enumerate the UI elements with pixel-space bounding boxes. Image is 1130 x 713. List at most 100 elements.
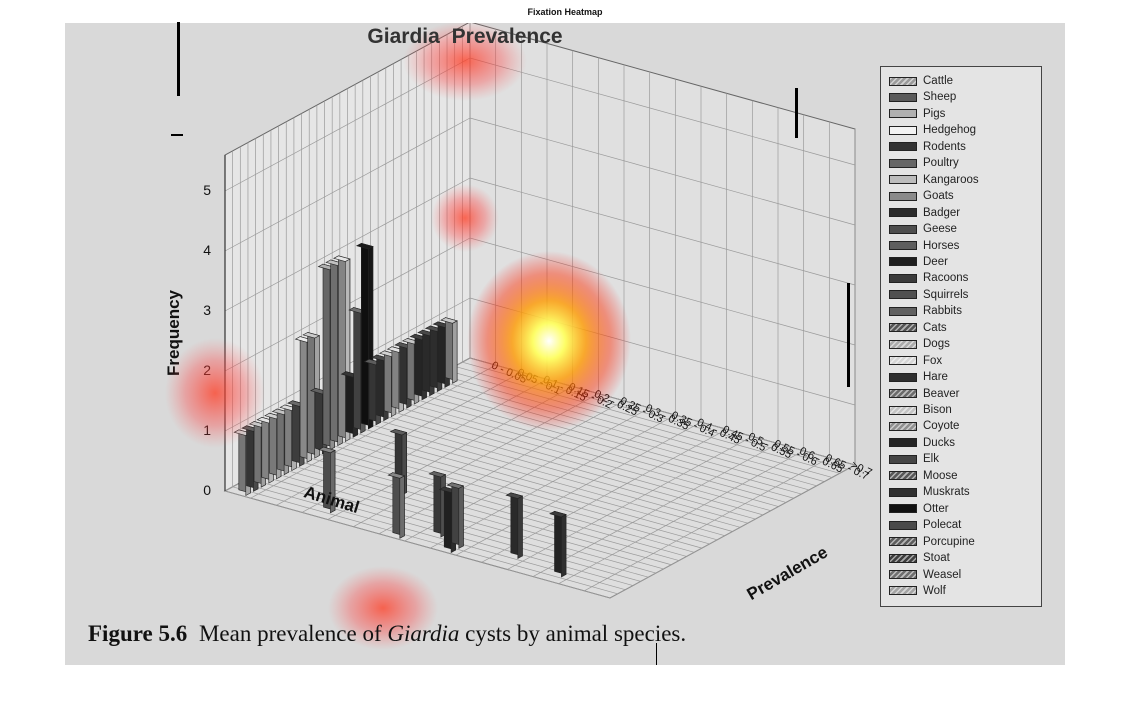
- legend-swatch: [889, 109, 917, 119]
- legend-item-badger: Badger: [889, 206, 960, 220]
- legend-label: Wolf: [923, 584, 946, 597]
- legend-swatch: [889, 142, 917, 152]
- legend-swatch: [889, 553, 917, 563]
- legend-label: Rodents: [923, 140, 966, 153]
- legend-item-fox: Fox: [889, 354, 942, 368]
- grid-line: [370, 411, 756, 520]
- legend-swatch: [889, 273, 917, 283]
- grid-line: [286, 457, 672, 566]
- legend-swatch: [889, 520, 917, 530]
- legend-item-pigs: Pigs: [889, 107, 945, 121]
- legend-item-hedgehog: Hedgehog: [889, 123, 976, 137]
- legend-swatch: [889, 537, 917, 547]
- legend-swatch: [889, 339, 917, 349]
- grid-line: [469, 177, 856, 286]
- gaze-marker: [795, 88, 798, 138]
- y-tick-label: 3: [203, 302, 211, 318]
- chart-legend: Cattle Sheep Pigs Hedgehog Rodents Poultry Kan…: [880, 66, 1042, 607]
- z-axis-label: Prevalence: [744, 543, 831, 604]
- legend-label: Squirrels: [923, 288, 969, 301]
- y-tick-label: 5: [203, 182, 211, 198]
- legend-item-cattle: Cattle: [889, 74, 953, 88]
- legend-item-kangaroos: Kangaroos: [889, 173, 979, 187]
- legend-swatch: [889, 257, 917, 267]
- grid-line: [558, 450, 804, 585]
- legend-swatch: [889, 158, 917, 168]
- legend-label: Poultry: [923, 157, 959, 170]
- legend-label: Beaver: [923, 387, 960, 400]
- legend-item-elk: Elk: [889, 452, 939, 466]
- caption-figure-label: Figure 5.6: [88, 621, 188, 646]
- legend-label: Deer: [923, 255, 948, 268]
- grid-line: [293, 453, 679, 561]
- y-tick-label: 4: [203, 242, 211, 258]
- legend-label: Porcupine: [923, 535, 975, 548]
- heat-spot-main: [467, 251, 631, 431]
- grid-line: [584, 457, 830, 592]
- legend-label: Rabbits: [923, 305, 962, 318]
- legend-item-bison: Bison: [889, 403, 952, 417]
- grid-line: [385, 403, 771, 512]
- grid-line: [224, 117, 471, 252]
- heatmap-heading: Fixation Heatmap: [527, 7, 603, 17]
- bar-sheep-bin-8: [446, 482, 465, 549]
- legend-label: Pigs: [923, 107, 946, 120]
- grid-line: [224, 177, 471, 312]
- grid-line: [430, 414, 676, 549]
- legend-item-moose: Moose: [889, 469, 958, 483]
- legend-item-dogs: Dogs: [889, 337, 950, 351]
- legend-label: Hare: [923, 371, 948, 384]
- legend-label: Weasel: [923, 568, 962, 581]
- grid-line: [469, 117, 856, 226]
- grid-line: [250, 364, 496, 499]
- legend-swatch: [889, 76, 917, 86]
- heat-spot-left: [165, 338, 265, 448]
- legend-item-cats: Cats: [889, 321, 947, 335]
- gaze-marker: [177, 22, 180, 96]
- grid-line: [408, 390, 794, 499]
- legend-swatch: [889, 191, 917, 201]
- chart-3d-bar: 012345FrequencyAnimalPrevalence0 - 0.050…: [164, 23, 874, 650]
- legend-label: Kangaroos: [923, 173, 979, 186]
- y-axis-label: Frequency: [164, 289, 183, 376]
- legend-item-sheep: Sheep: [889, 90, 956, 104]
- chart-bars: [233, 242, 567, 578]
- legend-swatch: [889, 356, 917, 366]
- legend-swatch: [889, 504, 917, 514]
- legend-label: Coyote: [923, 420, 960, 433]
- grid-line: [532, 443, 779, 577]
- grid-line: [347, 424, 733, 532]
- legend-swatch: [889, 586, 917, 596]
- legend-swatch: [889, 405, 917, 415]
- heat-spot-upper: [431, 184, 499, 252]
- bar-sheep-bin-12: [549, 510, 567, 578]
- legend-item-beaver: Beaver: [889, 387, 959, 401]
- legend-label: Muskrats: [923, 486, 970, 499]
- figure-panel: 012345FrequencyAnimalPrevalence0 - 0.050…: [65, 23, 1065, 665]
- legend-swatch: [889, 372, 917, 382]
- legend-label: Horses: [923, 239, 960, 252]
- grid-line: [301, 449, 687, 557]
- legend-label: Ducks: [923, 436, 955, 449]
- legend-label: Fox: [923, 354, 943, 367]
- legend-item-porcupine: Porcupine: [889, 535, 975, 549]
- legend-label: Elk: [923, 453, 939, 466]
- legend-swatch: [889, 92, 917, 102]
- chart-title-rest: Prevalence: [452, 25, 563, 48]
- legend-item-ducks: Ducks: [889, 436, 955, 450]
- legend-swatch: [889, 487, 917, 497]
- grid-line: [469, 57, 856, 166]
- grid-line: [309, 444, 695, 553]
- legend-item-horses: Horses: [889, 239, 959, 253]
- grid-line: [507, 436, 753, 570]
- legend-item-polecat: Polecat: [889, 518, 961, 532]
- legend-swatch: [889, 471, 917, 481]
- legend-item-hare: Hare: [889, 370, 948, 384]
- bar-pigs-bin-10: [505, 492, 524, 560]
- bar-sheep-bin-3: [318, 446, 336, 514]
- caption-prefix: Mean prevalence of: [198, 621, 382, 646]
- caption-suffix: cysts by animal species.: [465, 621, 687, 646]
- grid-line: [455, 421, 702, 556]
- grid-line: [224, 490, 611, 599]
- legend-item-rabbits: Rabbits: [889, 304, 962, 318]
